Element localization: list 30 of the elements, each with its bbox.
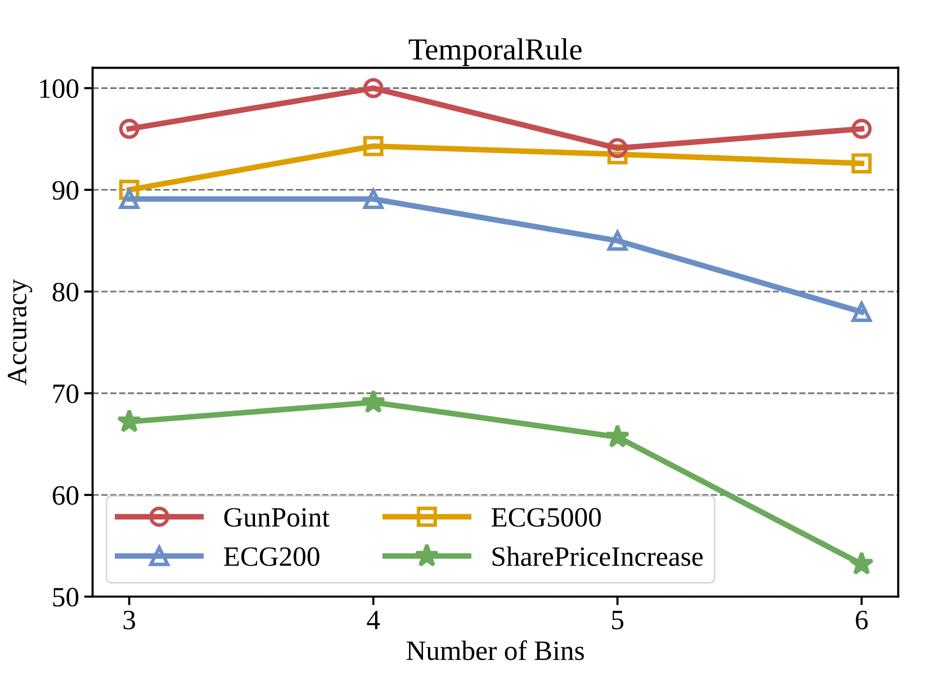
point bbox=[849, 551, 874, 575]
point bbox=[852, 153, 872, 174]
legend-label: ECG200 bbox=[224, 547, 320, 566]
point bbox=[607, 138, 628, 158]
point bbox=[119, 188, 140, 210]
point bbox=[361, 390, 386, 414]
x-tick-label: 4 bbox=[366, 610, 380, 630]
legend-label: ECG5000 bbox=[492, 508, 601, 527]
x-tick-label: 3 bbox=[124, 610, 136, 630]
point bbox=[852, 302, 872, 322]
legend-label: SharePriceIncrease bbox=[492, 546, 703, 566]
legend-label: GunPoint bbox=[224, 508, 330, 527]
point bbox=[116, 408, 142, 432]
y-tick-label: 100 bbox=[40, 79, 78, 98]
point bbox=[363, 188, 384, 210]
y-tick-label: 50 bbox=[53, 588, 78, 607]
y-tick-label: 90 bbox=[52, 181, 78, 200]
x-axis-title: Number of Bins bbox=[406, 640, 584, 660]
point bbox=[119, 118, 140, 139]
point bbox=[363, 78, 384, 98]
y-tick-label: 80 bbox=[52, 282, 78, 302]
x-tick-label: 6 bbox=[856, 610, 868, 630]
y-axis-title: Accuracy bbox=[8, 279, 32, 386]
y-tick-label: 60 bbox=[52, 486, 78, 505]
point bbox=[852, 118, 872, 139]
point bbox=[605, 424, 630, 448]
chart-title: TemporalRule bbox=[408, 38, 582, 66]
y-tick-label: 70 bbox=[53, 384, 78, 404]
point bbox=[363, 136, 384, 156]
x-tick-label: 5 bbox=[612, 610, 624, 630]
